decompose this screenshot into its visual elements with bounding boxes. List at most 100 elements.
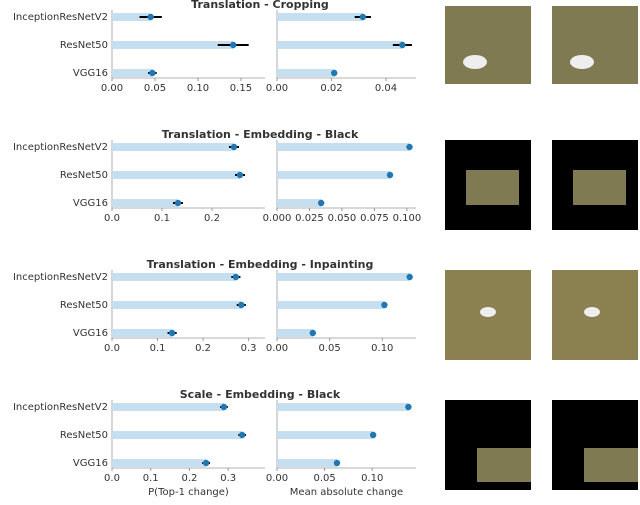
bar <box>277 13 363 21</box>
x-tick-label: 0.10 <box>187 83 209 94</box>
dog <box>570 55 594 69</box>
bar <box>112 143 234 151</box>
bar <box>277 431 374 439</box>
x-tick-label: 0.05 <box>319 343 341 354</box>
dot <box>317 199 325 207</box>
x-tick-label: 0.04 <box>375 83 397 94</box>
y-tick-label: VGG16 <box>73 198 108 209</box>
image-inset <box>466 170 519 205</box>
x-axis-label: Mean absolute change <box>290 487 403 498</box>
dot <box>238 301 245 309</box>
bar <box>112 273 236 281</box>
bar <box>277 329 313 337</box>
bar <box>277 41 403 49</box>
dot <box>236 171 244 179</box>
image <box>552 6 638 84</box>
x-tick-label: 0.100 <box>393 213 422 224</box>
bar <box>112 329 173 337</box>
y-tick-label: VGG16 <box>73 328 108 339</box>
dot <box>386 171 394 179</box>
panel-title: Translation - Cropping <box>191 0 329 11</box>
dot <box>202 459 210 467</box>
x-tick-label: 0.3 <box>241 343 257 354</box>
dot <box>309 329 317 337</box>
x-tick-label: 0.0 <box>104 213 120 224</box>
x-tick-label: 0.075 <box>360 213 389 224</box>
bar <box>277 199 322 207</box>
x-tick-label: 0.00 <box>101 83 123 94</box>
bar <box>112 403 224 411</box>
y-tick-label: VGG16 <box>73 68 108 79</box>
x-tick-label: 0.00 <box>266 343 288 354</box>
x-tick-label: 0.2 <box>204 213 220 224</box>
panel-title: Scale - Embedding - Black <box>180 388 341 401</box>
dot <box>232 273 240 281</box>
bar <box>277 459 337 467</box>
bar <box>112 199 178 207</box>
image <box>445 6 531 84</box>
x-tick-label: 0.1 <box>143 473 159 484</box>
bar <box>112 431 243 439</box>
dot <box>147 13 154 21</box>
y-tick-label: InceptionResNetV2 <box>13 142 108 153</box>
y-tick-label: InceptionResNetV2 <box>13 272 108 283</box>
example-images <box>445 6 638 490</box>
x-tick-label: 0.00 <box>266 473 288 484</box>
bar <box>112 69 153 77</box>
dog <box>463 55 487 69</box>
x-tick-label: 0.05 <box>144 83 166 94</box>
dot <box>399 41 406 49</box>
dot <box>369 431 377 439</box>
x-tick-label: 0.3 <box>220 473 236 484</box>
dot <box>359 13 367 21</box>
image-inset <box>584 448 638 482</box>
dog <box>584 307 600 317</box>
dot <box>406 273 413 281</box>
dot <box>381 301 388 309</box>
dot <box>149 69 156 77</box>
y-tick-label: ResNet50 <box>60 430 108 441</box>
x-tick-label: 0.0 <box>104 473 120 484</box>
bar <box>112 171 240 179</box>
y-tick-label: ResNet50 <box>60 170 108 181</box>
dot <box>405 403 412 411</box>
x-tick-label: 0.000 <box>263 213 292 224</box>
x-tick-label: 0.050 <box>328 213 357 224</box>
x-tick-label: 0.00 <box>266 83 288 94</box>
dot <box>229 41 237 49</box>
dot <box>220 403 228 411</box>
x-tick-label: 0.1 <box>150 343 166 354</box>
y-tick-label: ResNet50 <box>60 40 108 51</box>
bar <box>112 459 207 467</box>
x-tick-label: 0.02 <box>320 83 342 94</box>
image-inset <box>477 448 531 482</box>
dot <box>230 143 238 151</box>
x-tick-label: 0.2 <box>195 343 211 354</box>
panel-title: Translation - Embedding - Inpainting <box>147 258 374 271</box>
y-tick-label: VGG16 <box>73 458 108 469</box>
dot <box>333 459 341 467</box>
bar <box>112 301 242 309</box>
dot <box>174 199 182 207</box>
x-tick-label: 0.10 <box>371 343 393 354</box>
dot <box>168 329 176 337</box>
x-tick-label: 0.10 <box>361 473 383 484</box>
bar <box>277 171 391 179</box>
x-axis-label: P(Top-1 change) <box>148 487 229 498</box>
bar <box>277 273 410 281</box>
y-tick-label: InceptionResNetV2 <box>13 402 108 413</box>
bar <box>277 403 409 411</box>
bar <box>277 301 385 309</box>
x-tick-label: 0.025 <box>295 213 324 224</box>
y-tick-label: InceptionResNetV2 <box>13 12 108 23</box>
x-tick-label: 0.15 <box>230 83 252 94</box>
x-tick-label: 0.0 <box>104 343 120 354</box>
dot <box>238 431 246 439</box>
x-tick-label: 0.1 <box>154 213 170 224</box>
dot <box>331 69 338 77</box>
image-inset <box>573 170 626 205</box>
bar <box>277 69 335 77</box>
x-tick-label: 0.05 <box>313 473 335 484</box>
dog <box>480 307 496 317</box>
